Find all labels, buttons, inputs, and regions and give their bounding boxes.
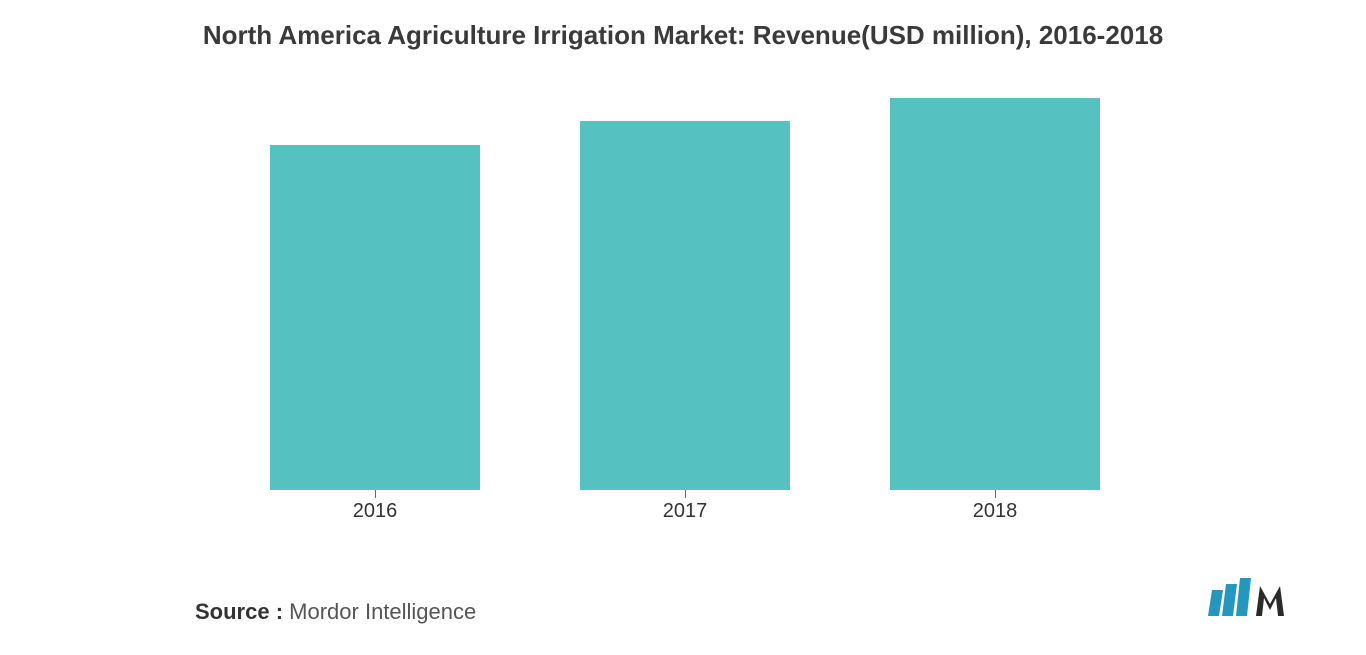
chart-container: North America Agriculture Irrigation Mar… (0, 0, 1366, 655)
mordor-logo (1208, 578, 1296, 627)
x-axis-label: 2016 (353, 500, 398, 523)
x-tick (375, 490, 376, 498)
x-axis-labels: 2016 2017 2018 (195, 500, 1175, 528)
source-label: Source : (195, 599, 283, 624)
logo-letter-icon (1256, 586, 1284, 616)
chart-source: Source : Mordor Intelligence (195, 599, 476, 625)
x-tick (995, 490, 996, 498)
bar (580, 121, 790, 490)
x-axis-label: 2017 (663, 500, 708, 523)
x-tick (685, 490, 686, 498)
x-axis-label: 2018 (973, 500, 1018, 523)
logo-bars-icon (1208, 578, 1251, 616)
bars-region (195, 70, 1175, 490)
bar (270, 145, 480, 490)
bar (890, 98, 1100, 490)
plot-area (195, 70, 1175, 490)
chart-title: North America Agriculture Irrigation Mar… (0, 20, 1366, 51)
source-text: Mordor Intelligence (289, 599, 476, 624)
